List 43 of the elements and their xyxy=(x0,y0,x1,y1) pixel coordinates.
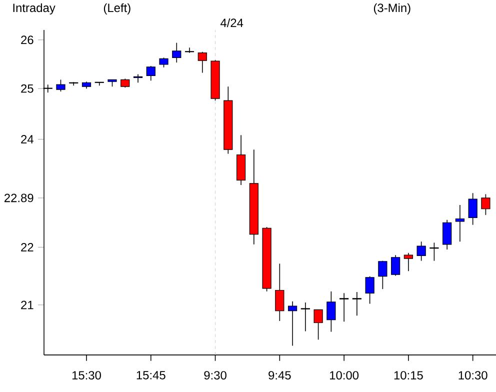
candlestick xyxy=(442,219,452,250)
chart-title: Intraday xyxy=(13,3,56,14)
x-tick-label: 15:30 xyxy=(72,371,101,380)
candlestick xyxy=(378,260,388,290)
candlestick xyxy=(133,74,143,84)
candlestick xyxy=(159,57,168,68)
candlestick xyxy=(300,302,310,332)
candlestick xyxy=(352,292,362,316)
candlestick xyxy=(56,79,66,92)
candlestick xyxy=(288,300,298,346)
candlestick xyxy=(146,66,156,82)
y-tick-label: 22 xyxy=(21,243,34,252)
y-tick-label: 24 xyxy=(21,135,34,144)
candlestick xyxy=(468,192,478,226)
x-tick-label: 10:00 xyxy=(330,371,359,380)
candlestick xyxy=(455,204,464,242)
text: (Left) xyxy=(104,3,130,14)
y-tick-label: 26 xyxy=(21,36,34,44)
candlestick xyxy=(69,82,78,86)
candlestick xyxy=(326,291,336,332)
candlestick xyxy=(314,309,323,340)
candlestick xyxy=(365,276,374,304)
candlestick xyxy=(172,42,182,63)
candlestick xyxy=(416,241,426,262)
chart-subtitle: 4/24 xyxy=(220,18,244,28)
y-tick-label: 22.89 xyxy=(4,194,34,202)
y-tick-label: 21 xyxy=(21,300,34,310)
candlestick xyxy=(184,47,194,54)
candlestick xyxy=(481,194,490,216)
x-tick-label: 10:15 xyxy=(394,371,423,380)
x-tick-label: 9:45 xyxy=(268,371,291,380)
text: (3-Min) xyxy=(374,3,410,14)
y-tick-label: 25 xyxy=(21,84,34,93)
candlestick xyxy=(94,82,104,86)
candlestick xyxy=(430,242,439,262)
candlestick xyxy=(340,292,349,322)
x-tick-label: 15:45 xyxy=(136,371,166,380)
candlestick xyxy=(404,252,413,272)
candlestick xyxy=(198,51,207,74)
x-tick-label: 10:30 xyxy=(458,371,488,380)
x-tick-label: 9:30 xyxy=(204,371,226,380)
candlestick xyxy=(391,254,400,276)
candlestick xyxy=(275,263,284,322)
